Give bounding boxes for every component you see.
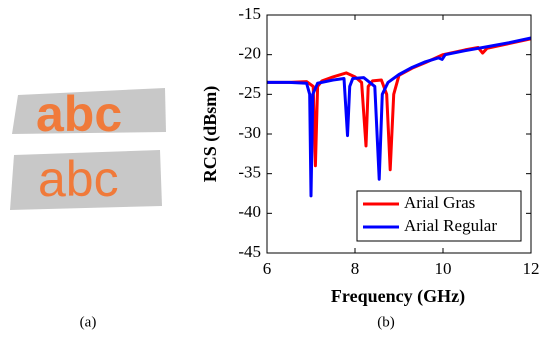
legend-label: Arial Gras [404,193,475,212]
y-tick-label: -20 [238,44,261,63]
caption: (b) [377,314,395,330]
data-line [267,37,532,172]
bold-word: abc [36,86,122,142]
y-tick-label: -25 [238,83,261,102]
x-tick-label: 10 [435,259,452,278]
y-axis-label: RCS (dBsm) [200,86,221,183]
tag-background [12,88,166,134]
panel-a: abc abc (a) [10,86,166,330]
y-tick-label: -35 [238,163,261,182]
x-tick-label: 6 [263,259,272,278]
y-tick-label: -45 [238,242,261,261]
legend-label: Arial Regular [404,216,497,235]
y-tick-label: -15 [238,4,261,23]
y-tick-label: -40 [238,202,261,221]
legend-box [356,190,522,242]
caption: (a) [80,314,97,330]
x-axis-label: Frequency (GHz) [331,286,465,307]
x-tick-label: 8 [351,259,360,278]
data-line [267,36,532,198]
regular-word: abc [38,151,119,207]
x-tick-label: 12 [523,259,540,278]
y-tick-label: -30 [238,123,261,142]
tag-background [10,150,162,210]
